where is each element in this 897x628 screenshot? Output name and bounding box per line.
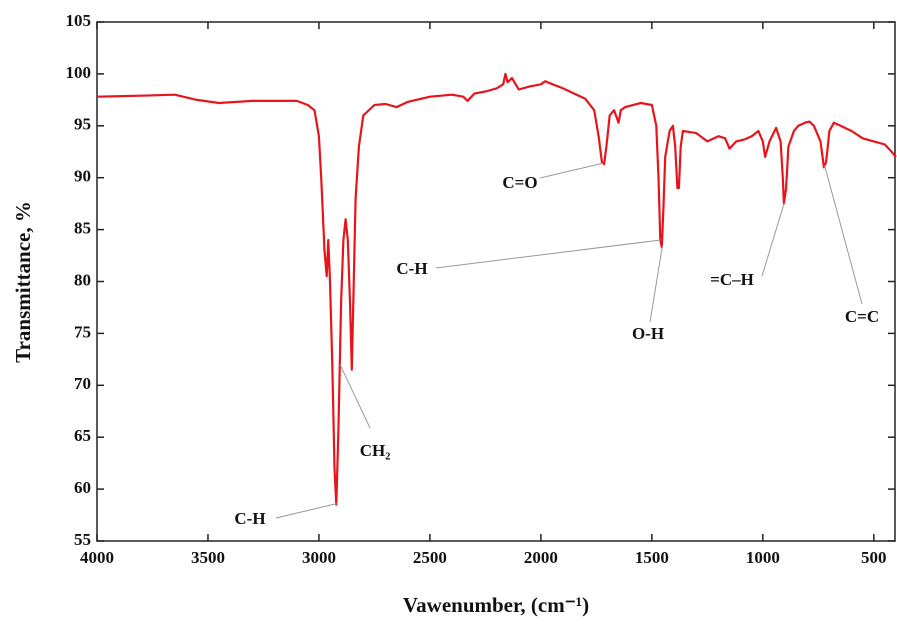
- y-tick-label: 105: [66, 11, 92, 30]
- annotation-leader: [824, 165, 863, 305]
- x-tick-label: 2000: [524, 548, 558, 567]
- annotation-leader: [761, 202, 785, 277]
- y-tick-label: 90: [74, 167, 91, 186]
- annotation-leader: [539, 162, 604, 179]
- plot-frame: [96, 21, 896, 542]
- x-tick-label: 2500: [413, 548, 447, 567]
- y-tick-label: 100: [66, 63, 92, 82]
- y-tick-label: 85: [74, 219, 91, 238]
- x-tick-label: 1000: [746, 548, 780, 567]
- x-tick-label: 3500: [191, 548, 225, 567]
- x-axis-label: Vawenumber, (cm⁻¹): [403, 593, 589, 617]
- annotation-label: O-H: [632, 324, 664, 343]
- annotation-label: C-H: [234, 509, 265, 528]
- annotation-label: =C–H: [710, 270, 754, 289]
- annotation-leader: [435, 239, 661, 269]
- y-tick-label: 95: [74, 115, 91, 134]
- y-tick-label: 75: [74, 322, 91, 341]
- y-tick-label: 55: [74, 530, 91, 549]
- annotation-leader: [649, 245, 664, 323]
- annotation-leader: [339, 364, 371, 429]
- y-axis-label: Transmittance, %: [11, 201, 35, 363]
- annotation-label: C=O: [502, 173, 537, 192]
- annotation-label: C-H: [396, 259, 427, 278]
- annotation-leader: [275, 503, 337, 519]
- y-tick-label: 65: [74, 426, 91, 445]
- spectrum-line: [96, 72, 897, 506]
- x-tick-label: 3000: [302, 548, 336, 567]
- x-tick-label: 1500: [635, 548, 669, 567]
- annotation-label: C=C: [845, 307, 879, 326]
- x-tick-label: 500: [861, 548, 887, 567]
- x-tick-label: 4000: [80, 548, 114, 567]
- annotation-label: CH₂: [360, 441, 391, 460]
- y-tick-label: 80: [74, 270, 91, 289]
- y-tick-label: 60: [74, 478, 91, 497]
- y-tick-label: 70: [74, 374, 91, 393]
